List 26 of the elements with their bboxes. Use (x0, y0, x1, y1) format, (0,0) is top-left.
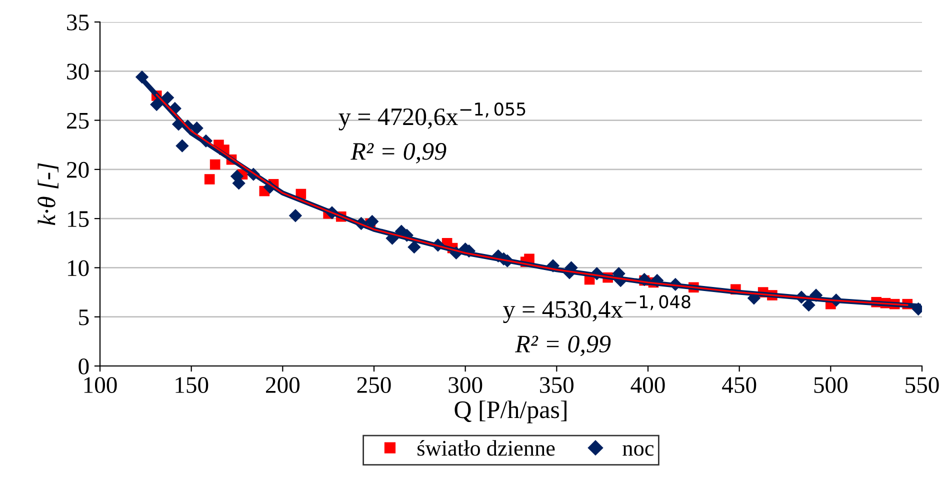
y-tick-label: 5 (79, 310, 89, 326)
annotation: R² = 0,99 (350, 142, 446, 164)
x-tick-label: 550 (906, 377, 939, 394)
annotation: y = 4720,6x$^{−1,055}$ (338, 102, 526, 130)
y-tick-label: 20 (67, 162, 89, 178)
annotation: y = 4530,4x$^{−1,048}$ (503, 295, 690, 324)
x-tick-label: 350 (540, 377, 574, 394)
x-tick-label: 300 (448, 377, 482, 394)
x-tick-label: 250 (357, 377, 391, 394)
legend-label: noc (622, 445, 654, 456)
x-tick-label: 200 (266, 377, 300, 394)
annotation: R² = 0,99 (514, 336, 611, 356)
legend-label: światło dzienne (418, 440, 555, 456)
y-tick-label: 15 (68, 211, 89, 227)
y-tick-label: 35 (67, 14, 89, 30)
y-tick-label: 10 (68, 260, 89, 276)
x-tick-label: 450 (722, 377, 756, 394)
x-axis-title: Q [P/h/pas] (454, 400, 566, 424)
y-axis-title: k·θ [-] (38, 163, 58, 226)
y-tick-label: 25 (67, 112, 89, 129)
y-tick-label: 0 (78, 358, 89, 374)
y-tick-label: 30 (67, 64, 89, 80)
x-tick-label: 100 (84, 377, 117, 394)
x-tick-label: 400 (630, 377, 665, 394)
x-tick-label: 500 (814, 377, 848, 394)
x-tick-label: 150 (176, 377, 208, 394)
